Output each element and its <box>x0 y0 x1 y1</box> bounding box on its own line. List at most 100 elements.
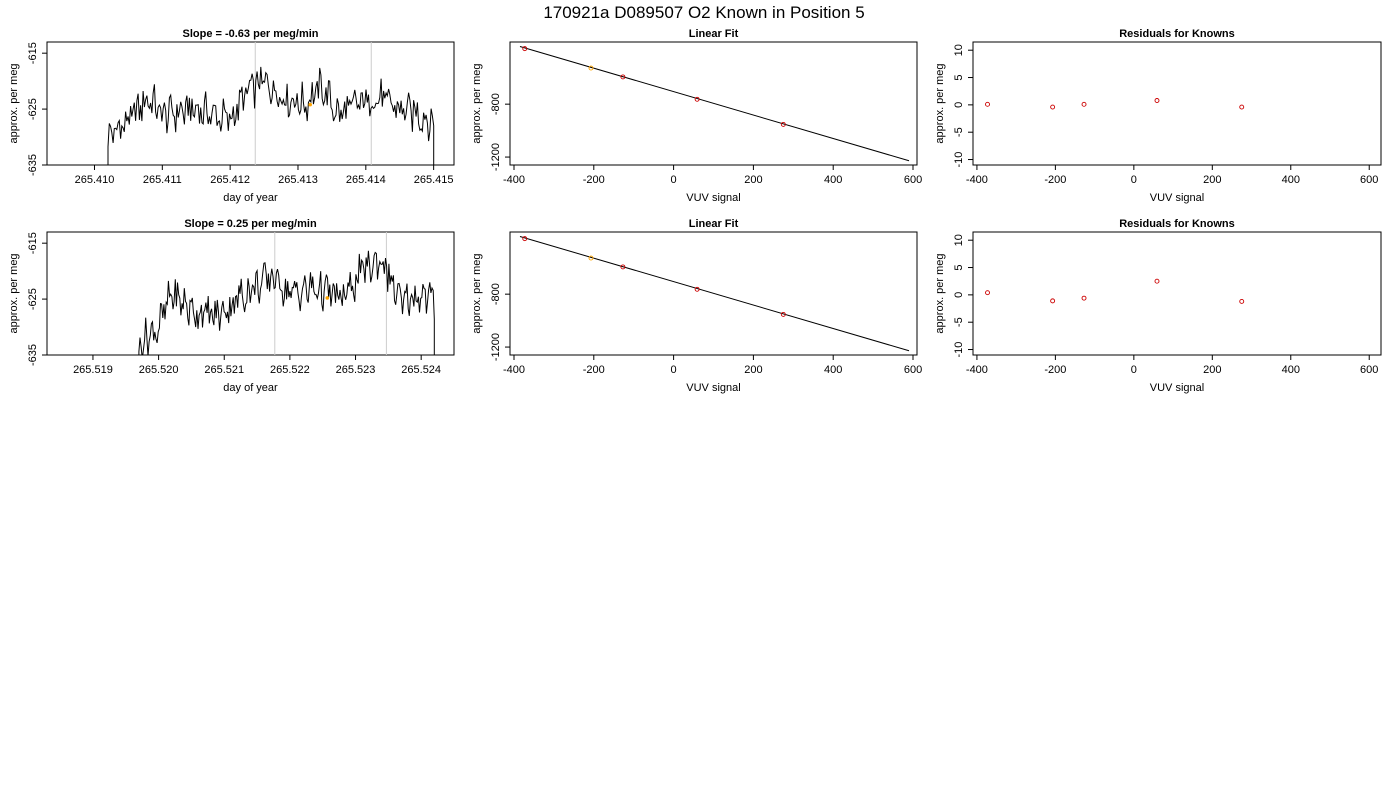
x-tick-label: 200 <box>1203 174 1221 186</box>
x-tick-label: 0 <box>671 174 677 186</box>
y-tick-label: -625 <box>27 288 39 310</box>
x-tick-label: -400 <box>503 364 525 376</box>
x-axis-label: VUV signal <box>1150 382 1204 394</box>
x-tick-label: -200 <box>583 174 605 186</box>
plot-frame <box>509 41 918 166</box>
x-tick-label: 600 <box>904 174 922 186</box>
x-tick-label: 600 <box>1360 364 1378 376</box>
x-tick-label: -200 <box>1044 364 1066 376</box>
y-axis-label: approx. per meg <box>934 63 946 143</box>
y-tick-label: -800 <box>490 283 502 305</box>
panel-6: Residuals for Knowns -400 -200 0 200 400 600 VU… <box>934 218 1382 394</box>
fit-data-point <box>780 121 786 127</box>
x-tick-label: -400 <box>966 174 988 186</box>
panel-1: Slope = -0.63 per meg/min 265.410 265.411 2… <box>8 28 455 204</box>
x-tick-label: 600 <box>1360 174 1378 186</box>
x-tick-label: 600 <box>904 364 922 376</box>
y-axis-label: approx. per meg <box>934 253 946 333</box>
x-tick-label: 200 <box>1203 364 1221 376</box>
x-tick-label: 265.520 <box>139 364 179 376</box>
fit-data-point <box>694 96 700 102</box>
x-axis-label: day of year <box>223 192 278 204</box>
x-tick-label: -400 <box>503 174 525 186</box>
fit-data-point <box>780 311 786 317</box>
time-series-trace <box>138 250 435 355</box>
x-tick-label: 400 <box>1282 174 1300 186</box>
residual-point <box>1154 278 1160 284</box>
panel-4: Slope = 0.25 per meg/min 265.519 265.520 26… <box>8 218 455 394</box>
x-tick-label: 265.523 <box>336 364 376 376</box>
x-tick-label: -200 <box>1044 174 1066 186</box>
y-tick-label: -10 <box>953 342 965 358</box>
y-tick-label: -615 <box>27 232 39 254</box>
y-tick-label: -1200 <box>490 333 502 361</box>
fit-data-point <box>620 264 626 270</box>
residual-point <box>1050 104 1056 110</box>
panels: Slope = -0.63 per meg/min 265.410 265.411 2… <box>8 28 1382 394</box>
highlight-point <box>308 102 312 107</box>
fit-data-point <box>588 65 594 71</box>
x-tick-label: 400 <box>824 174 842 186</box>
y-tick-label: 0 <box>953 292 965 298</box>
x-tick-label: 265.411 <box>143 174 182 186</box>
residual-point <box>985 290 990 296</box>
y-tick-label: -10 <box>953 152 965 168</box>
plot-frame <box>972 41 1382 166</box>
y-tick-label: -800 <box>490 93 502 115</box>
x-tick-label: 265.410 <box>75 174 115 186</box>
panel-title: Residuals for Knowns <box>1119 28 1235 40</box>
panel-title: Linear Fit <box>689 28 739 40</box>
y-tick-label: -635 <box>27 154 39 176</box>
residual-point <box>1239 104 1245 110</box>
y-tick-label: -5 <box>953 127 965 137</box>
y-tick-label: -5 <box>953 317 965 327</box>
y-tick-label: 10 <box>953 234 965 246</box>
y-axis-label: approx. per meg <box>8 253 20 333</box>
y-tick-label: 0 <box>953 102 965 108</box>
panel-title: Slope = 0.25 per meg/min <box>184 218 317 230</box>
highlight-point <box>325 296 330 300</box>
x-tick-label: 265.414 <box>346 174 386 186</box>
residual-point <box>1239 298 1245 304</box>
x-axis-label: VUV signal <box>686 192 740 204</box>
x-tick-label: 265.413 <box>278 174 318 186</box>
x-tick-label: 400 <box>1282 364 1300 376</box>
x-tick-label: 265.412 <box>210 174 250 186</box>
plot-frame <box>46 231 455 356</box>
residual-point <box>1050 298 1056 304</box>
plot-frame <box>46 41 455 166</box>
fit-line <box>519 46 910 162</box>
x-tick-label: 265.522 <box>270 364 310 376</box>
fit-line <box>519 236 910 352</box>
x-tick-label: 400 <box>824 364 842 376</box>
fit-data-point <box>620 74 626 80</box>
fit-data-point <box>588 255 594 261</box>
y-axis-label: approx. per meg <box>8 63 20 143</box>
x-tick-label: 0 <box>1131 174 1137 186</box>
panel-5: Linear Fit -400 -200 0 200 400 600 VUV signal -8… <box>471 218 922 394</box>
residual-point <box>1081 101 1087 107</box>
x-tick-label: 265.524 <box>401 364 441 376</box>
y-axis-label: approx. per meg <box>471 63 483 143</box>
x-axis-label: VUV signal <box>1150 192 1204 204</box>
residual-point <box>985 101 990 107</box>
x-tick-label: 0 <box>1131 364 1137 376</box>
y-tick-label: -625 <box>27 98 39 120</box>
fit-data-point <box>522 46 528 52</box>
plot-frame <box>509 231 918 356</box>
figure-title: 170921a D089507 O2 Known in Position 5 <box>543 3 864 22</box>
y-tick-label: 5 <box>953 264 965 270</box>
x-tick-label: 265.415 <box>414 174 454 186</box>
time-series-trace <box>107 66 435 165</box>
panel-title: Linear Fit <box>689 218 739 230</box>
residual-point <box>1081 295 1087 301</box>
panel-title: Slope = -0.63 per meg/min <box>182 28 318 40</box>
x-tick-label: 200 <box>744 364 762 376</box>
y-axis-label: approx. per meg <box>471 253 483 333</box>
y-tick-label: -635 <box>27 344 39 366</box>
x-tick-label: -400 <box>966 364 988 376</box>
x-tick-label: 200 <box>744 174 762 186</box>
y-tick-label: -615 <box>27 42 39 64</box>
x-tick-label: 0 <box>671 364 677 376</box>
